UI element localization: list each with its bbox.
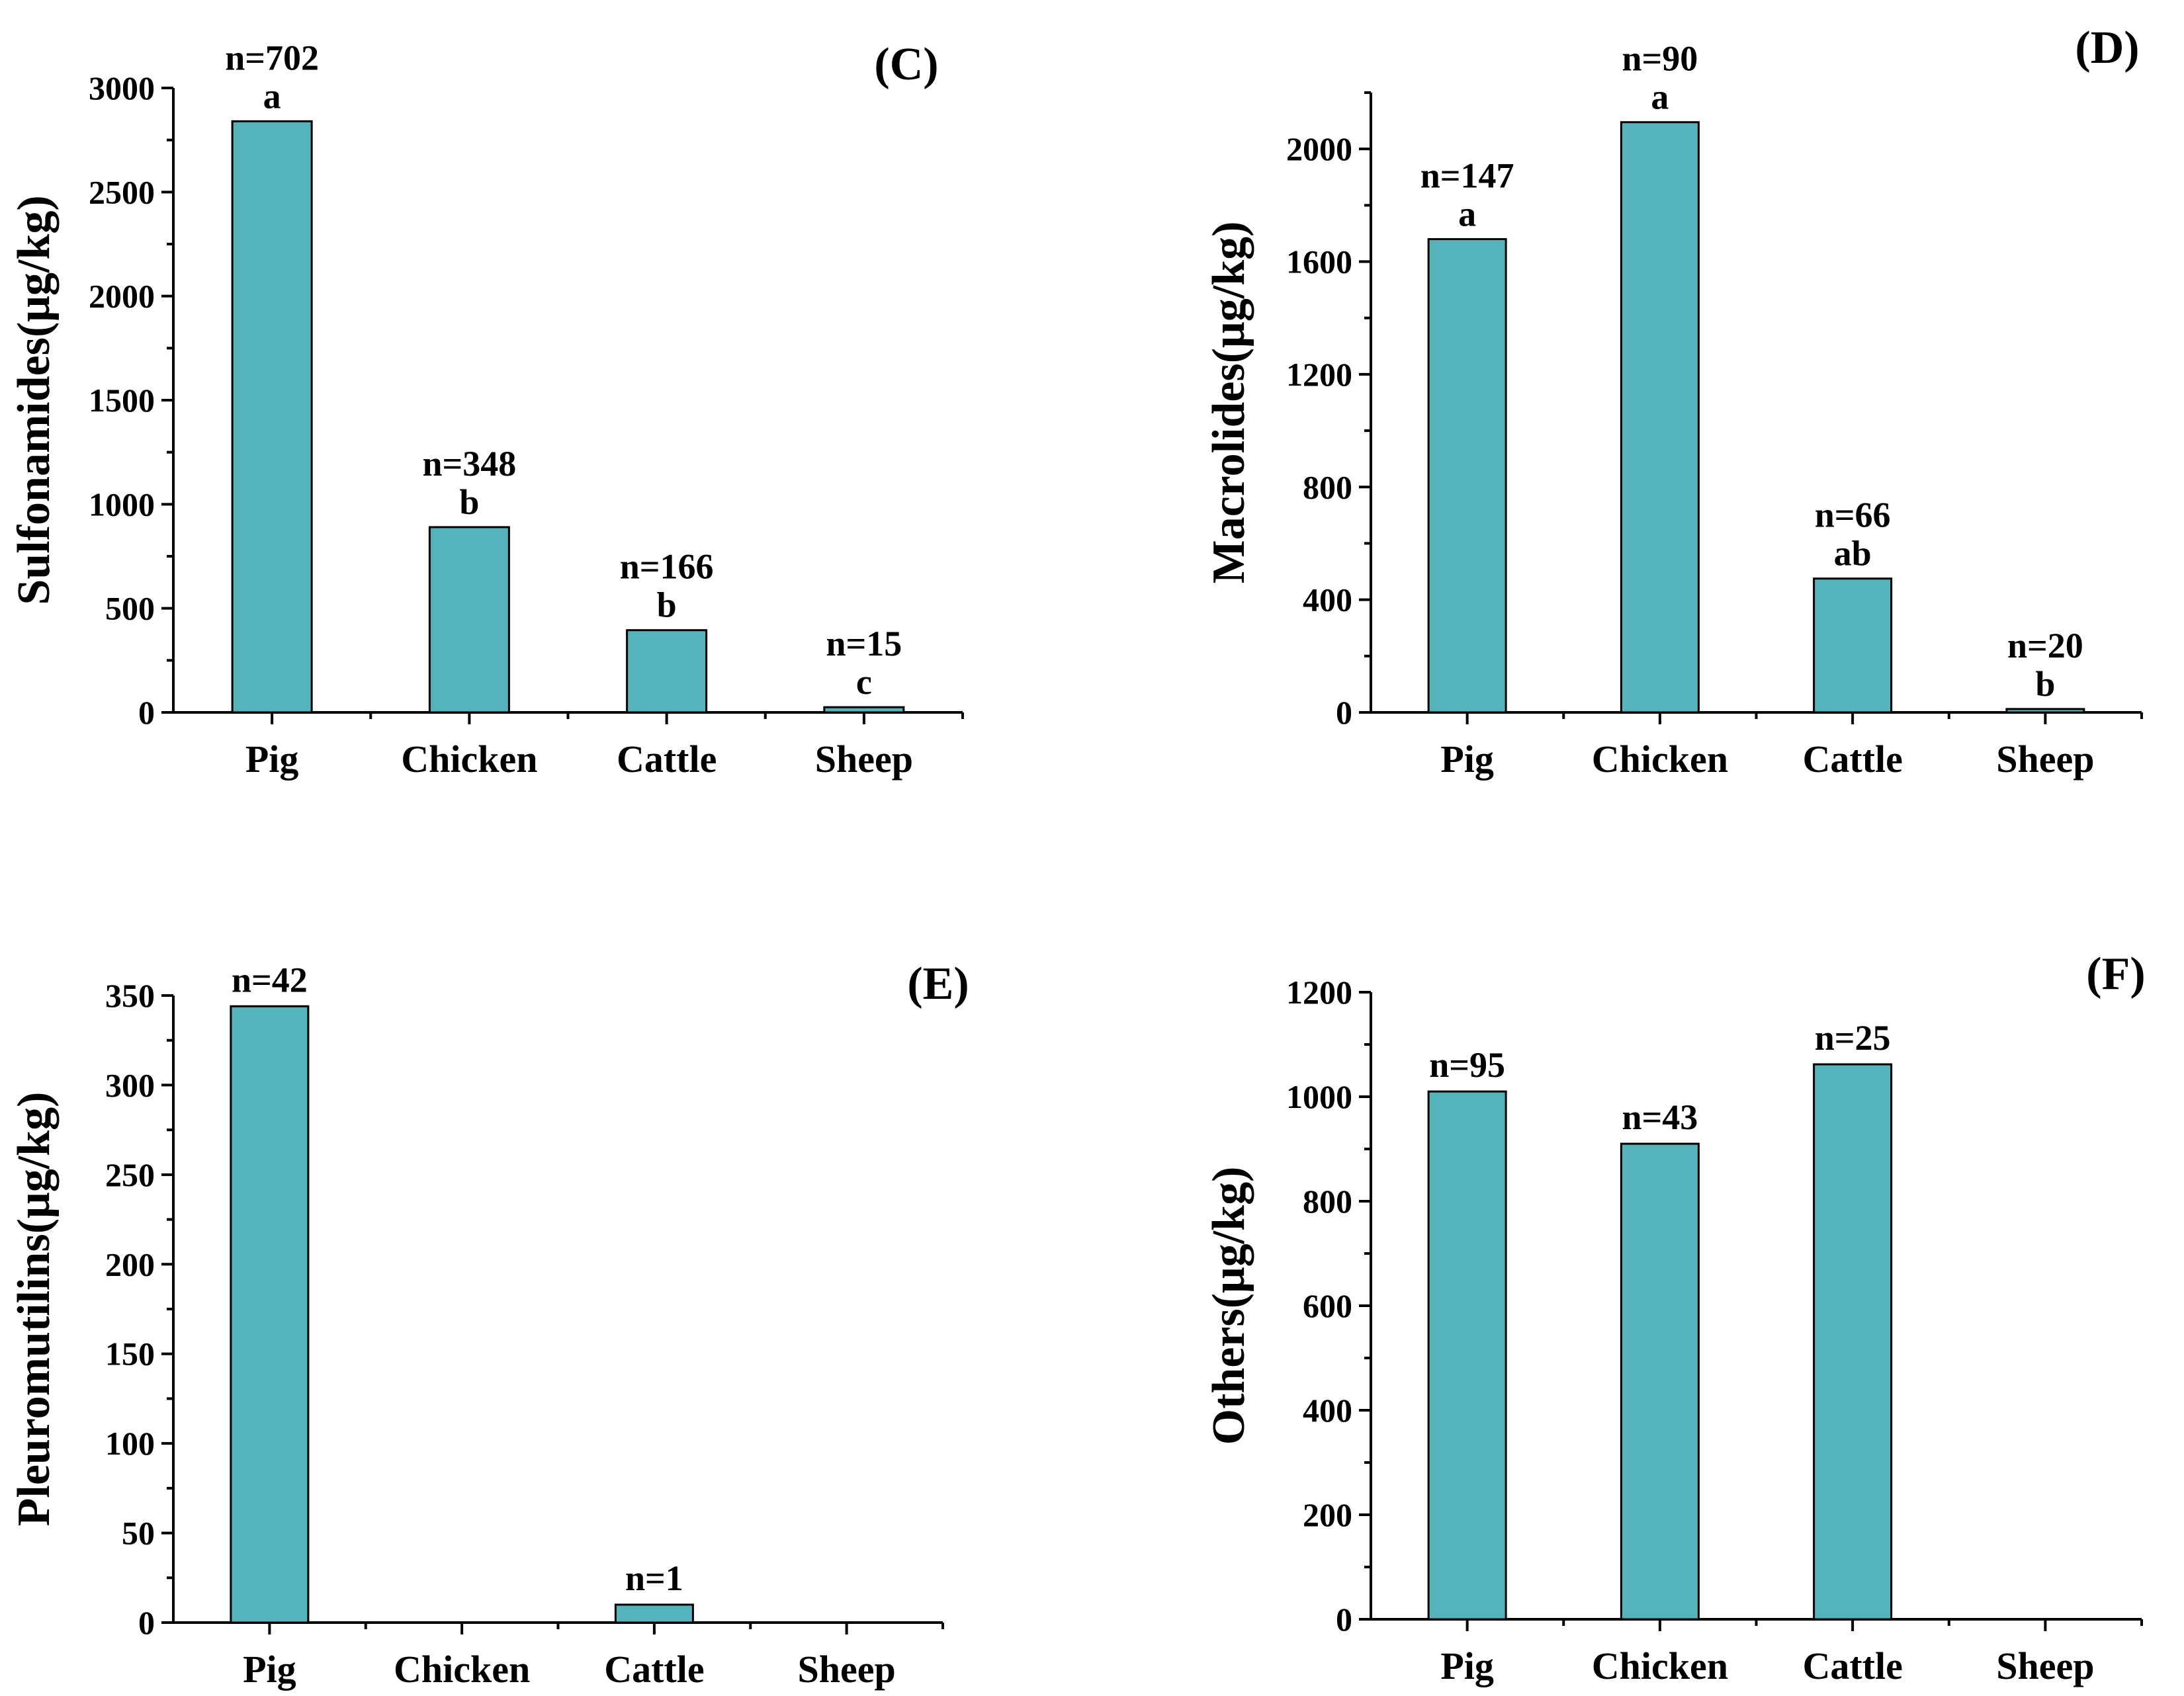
panel-e-category-label: Sheep — [797, 1648, 895, 1691]
panel-e-ytick-label: 100 — [105, 1425, 155, 1462]
panel-d-letter-label: a — [1458, 194, 1476, 233]
panel-c-ytick-label: 1500 — [89, 382, 155, 419]
panel-f-bar-chicken — [1620, 1142, 1700, 1621]
panel-c-category-label: Sheep — [815, 738, 913, 781]
panel-d-category-label: Sheep — [1996, 738, 2094, 781]
panel-e-count-label: n=1 — [625, 1558, 683, 1598]
panel-c-bar-sheep — [823, 706, 905, 714]
panel-c-letter-label: b — [657, 585, 677, 625]
panel-c-letter-label: a — [263, 76, 281, 116]
panel-d-bar-chicken — [1620, 121, 1700, 714]
panel-e-count-label: n=42 — [232, 960, 308, 999]
panel-c-bar-pig — [231, 120, 313, 714]
panel-c-category-label: Pig — [245, 738, 299, 781]
panel-d-ytick-label: 1600 — [1286, 243, 1352, 280]
panel-e-category-label: Cattle — [604, 1648, 704, 1691]
panel-c-ytick-label: 2500 — [89, 173, 155, 210]
panel-e-tag: (E) — [907, 958, 969, 1009]
panel-e-ytick-label: 200 — [105, 1246, 155, 1283]
panel-d-count-label: n=147 — [1420, 155, 1514, 195]
panel-f-bar-pig — [1427, 1090, 1507, 1621]
panel-d-ytick-label: 800 — [1303, 468, 1352, 505]
panel-c-bar-cattle — [626, 629, 708, 714]
panel-c-ytick-label: 2000 — [89, 278, 155, 315]
panel-c-letter-label: c — [856, 662, 872, 702]
panel-f-ytick-label: 800 — [1303, 1183, 1352, 1220]
panel-c-bar-chicken — [428, 526, 510, 714]
panel-f-category-label: Pig — [1440, 1644, 1494, 1687]
panel-c-count-label: n=348 — [422, 444, 516, 484]
panel-f-tag: (F) — [2086, 949, 2145, 999]
panel-e-bar-pig — [230, 1005, 310, 1624]
panel-d-bar-sheep — [2005, 708, 2085, 714]
panel-c-count-label: n=702 — [225, 38, 319, 77]
panel-f-ytick-label: 200 — [1303, 1496, 1352, 1533]
panel-c-count-label: n=15 — [826, 624, 902, 663]
panel-f-ytick-label: 600 — [1303, 1287, 1352, 1324]
panel-f-count-label: n=25 — [1815, 1018, 1891, 1058]
panel-d-count-label: n=90 — [1622, 39, 1698, 79]
panel-f-ytick-label: 1000 — [1286, 1078, 1352, 1115]
panel-c-ytick-label: 1000 — [89, 486, 155, 523]
panel-e-ytick-label: 150 — [105, 1336, 155, 1373]
panel-f-category-label: Chicken — [1592, 1644, 1728, 1687]
panel-d-category-label: Chicken — [1592, 738, 1728, 781]
panel-c-category-label: Cattle — [617, 738, 717, 781]
panel-d-ytick-label: 2000 — [1286, 130, 1352, 167]
panel-e-y-axis-title: Pleuromutilins(μg/kg) — [9, 1092, 60, 1527]
panel-e-bar-cattle — [614, 1603, 694, 1624]
panel-d-ytick-label: 1200 — [1286, 356, 1352, 393]
panel-c-y-axis-title: Sulfonamides(μg/kg) — [9, 195, 60, 605]
panel-d-tag: (D) — [2075, 22, 2139, 73]
panel-d-letter-label: a — [1651, 77, 1669, 117]
panel-d-ytick-label: 0 — [1336, 694, 1352, 731]
panel-e-ytick-label: 250 — [105, 1156, 155, 1193]
panel-d-letter-label: b — [2035, 664, 2055, 704]
panel-d-category-label: Cattle — [1802, 738, 1902, 781]
panel-f-y-axis-title: Others(μg/kg) — [1203, 1167, 1254, 1445]
panel-e-ytick-label: 0 — [138, 1604, 155, 1641]
panel-f-ytick-label: 1200 — [1286, 974, 1352, 1011]
panel-c-ytick-label: 3000 — [89, 69, 155, 106]
panel-f-count-label: n=95 — [1429, 1045, 1505, 1085]
panel-d-bar-pig — [1427, 237, 1507, 714]
panel-f-category-label: Sheep — [1996, 1644, 2094, 1687]
panel-f-count-label: n=43 — [1622, 1097, 1698, 1137]
panel-d-letter-label: ab — [1834, 534, 1872, 573]
panel-d-bar-cattle — [1813, 577, 1893, 714]
panel-e-ytick-label: 300 — [105, 1066, 155, 1103]
panel-e-ytick-label: 350 — [105, 977, 155, 1014]
panel-e-category-label: Pig — [243, 1648, 296, 1691]
panel-e-category-label: Chicken — [394, 1648, 530, 1691]
panel-f-ytick-label: 0 — [1336, 1601, 1352, 1638]
panel-c-category-label: Chicken — [401, 738, 537, 781]
panel-f-category-label: Cattle — [1802, 1644, 1902, 1687]
panel-c-ytick-label: 0 — [138, 694, 155, 731]
panel-c-count-label: n=166 — [620, 547, 714, 587]
panel-f-ytick-label: 400 — [1303, 1392, 1352, 1429]
panel-e-ytick-label: 50 — [122, 1515, 155, 1552]
panel-f-bar-cattle — [1813, 1063, 1893, 1621]
panel-d-count-label: n=20 — [2007, 626, 2083, 665]
panel-d-count-label: n=66 — [1815, 495, 1891, 535]
panel-c-tag: (C) — [874, 39, 938, 90]
panel-d-category-label: Pig — [1440, 738, 1494, 781]
panel-d-y-axis-title: Macrolides(μg/kg) — [1203, 222, 1254, 584]
panel-d-ytick-label: 400 — [1303, 581, 1352, 618]
panel-c-ytick-label: 500 — [105, 590, 155, 627]
panel-c-letter-label: b — [459, 482, 479, 522]
